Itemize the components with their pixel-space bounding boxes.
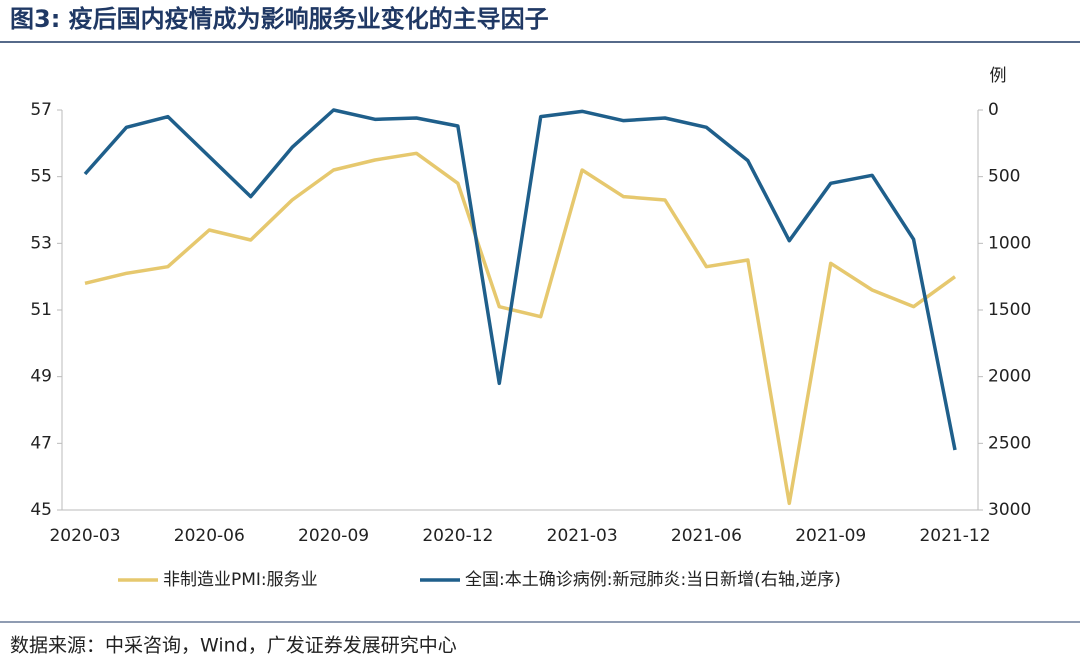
legend-label: 全国:本土确诊病例:新冠肺炎:当日新增(右轴,逆序) [465, 570, 841, 590]
y2-unit: 例 [990, 66, 1007, 86]
legend-label: 非制造业PMI:服务业 [163, 570, 318, 590]
y2-tick-label: 2500 [988, 433, 1031, 453]
y2-tick-label: 1000 [988, 233, 1031, 253]
line-series [84, 151, 957, 506]
x-tick-label: 2020-06 [174, 526, 245, 546]
chart-title: 图3: 疫后国内疫情成为影响服务业变化的主导因子 [10, 5, 549, 33]
x-tick-label: 2021-09 [795, 526, 866, 546]
y-tick-label: 47 [30, 433, 52, 453]
y2-tick-label: 0 [988, 100, 999, 120]
x-tick-label: 2021-06 [671, 526, 742, 546]
line-series [83, 108, 957, 451]
y2-tick-label: 2000 [988, 367, 1031, 387]
x-tick-label: 2020-12 [422, 526, 493, 546]
x-tick-label: 2020-03 [49, 526, 120, 546]
y2-tick-label: 3000 [988, 500, 1031, 520]
x-tick-label: 2021-12 [919, 526, 990, 546]
source: 数据来源：中采咨询，Wind，广发证券发展研究中心 [10, 635, 457, 657]
x-tick-label: 2020-09 [298, 526, 369, 546]
y-tick-label: 53 [30, 233, 52, 253]
y-tick-label: 55 [30, 167, 52, 187]
y2-tick-label: 1500 [988, 300, 1031, 320]
y-tick-label: 45 [30, 500, 52, 520]
y-tick-label: 49 [30, 367, 52, 387]
x-tick-label: 2021-03 [547, 526, 618, 546]
y-tick-label: 51 [30, 300, 52, 320]
y2-tick-label: 500 [988, 167, 1020, 187]
y-tick-label: 57 [30, 100, 52, 120]
